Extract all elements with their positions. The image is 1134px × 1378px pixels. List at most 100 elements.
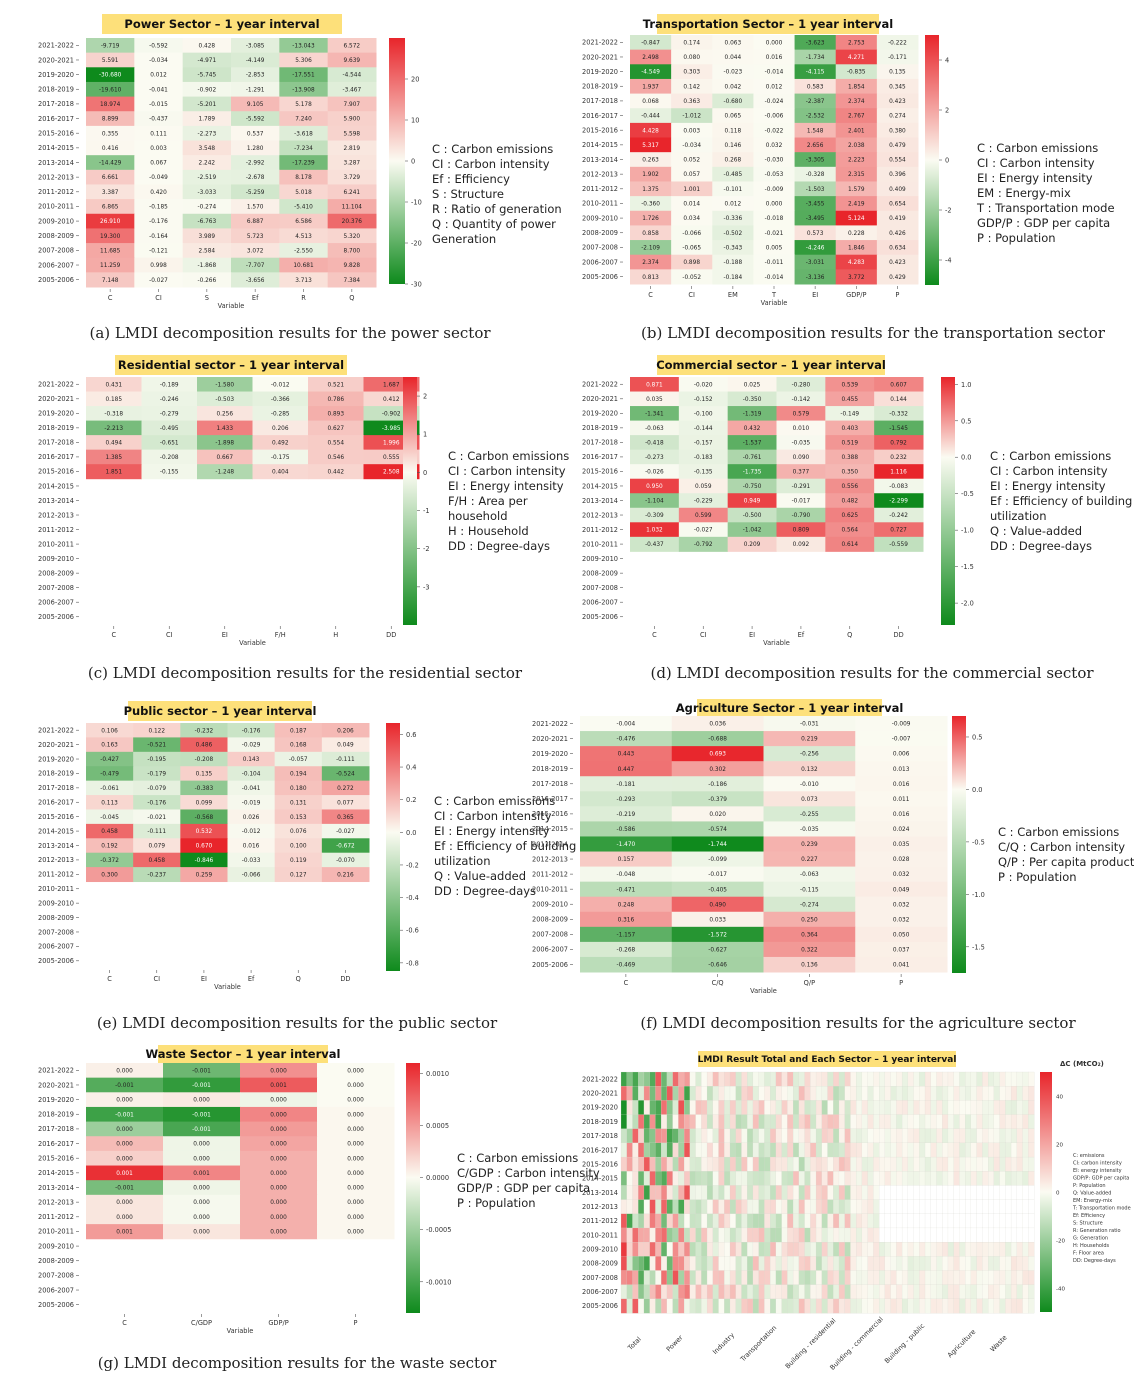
heatmap-cell	[815, 1142, 823, 1158]
cell-value: 2.038	[848, 143, 865, 149]
heatmap-cell	[953, 1071, 960, 1087]
cell-value: -0.521	[147, 743, 166, 749]
heatmap-cell	[1005, 1100, 1012, 1115]
heatmap-cell	[959, 1128, 966, 1144]
heatmap-cell	[683, 1227, 691, 1243]
heatmap-cell	[683, 1256, 691, 1271]
heatmap-cell	[1028, 1086, 1035, 1101]
cell-value: 0.013	[893, 767, 910, 773]
heatmap-cell	[884, 1114, 891, 1130]
heatmap-cell	[671, 791, 764, 807]
heatmap-cell	[133, 838, 181, 854]
row-label: 2017-2018	[582, 439, 618, 447]
cell-value: -1.580	[215, 382, 234, 388]
heatmap-cell	[741, 1242, 748, 1257]
heatmap-cell	[671, 64, 713, 80]
heatmap-cell	[671, 806, 764, 822]
row-label: 2016-2017	[532, 795, 568, 803]
heatmap-cell	[252, 377, 309, 393]
heatmap-cell	[844, 1171, 851, 1186]
cell-value: -0.111	[147, 829, 166, 835]
heatmap-cell	[274, 737, 323, 753]
heatmap-cell	[835, 122, 878, 139]
heatmap-cell	[770, 1114, 777, 1130]
heatmap-cell	[838, 1142, 846, 1158]
heatmap-cell	[741, 1270, 748, 1286]
heatmap-cell	[671, 941, 764, 958]
colorbar-tick-label: 2	[945, 107, 949, 115]
heatmap-cell	[620, 1256, 628, 1271]
heatmap-cell	[86, 1121, 164, 1137]
heatmap-cell	[672, 1227, 679, 1243]
cell-value: 0.006	[893, 752, 910, 758]
cell-value: 0.409	[889, 187, 906, 193]
heatmap-cell	[671, 761, 764, 777]
cell-value: 2.656	[807, 143, 824, 149]
heatmap-cell	[747, 1185, 754, 1200]
heatmap-cell	[626, 1100, 633, 1115]
cell-value: -0.015	[149, 102, 168, 108]
heatmap-cell	[678, 1256, 685, 1271]
heatmap-cell	[850, 1227, 857, 1243]
heatmap-cell	[873, 1199, 880, 1215]
heatmap-cell	[231, 228, 280, 244]
heatmap-cell	[317, 1224, 395, 1240]
cell-value: -1.537	[743, 440, 762, 446]
heatmap-cell	[924, 1171, 932, 1186]
heatmap-cell	[321, 737, 370, 753]
cell-value: 0.625	[841, 513, 858, 519]
heatmap-cell	[580, 716, 673, 732]
heatmap-cell	[231, 96, 280, 112]
heatmap-cell	[844, 1199, 851, 1215]
cell-value: -4.246	[806, 245, 825, 251]
heatmap-cell	[718, 1114, 725, 1130]
heatmap-cell	[678, 464, 729, 480]
heatmap-cell	[632, 1156, 639, 1172]
heatmap-cell	[763, 881, 856, 898]
cell-value: 1.385	[105, 455, 122, 461]
heatmap-cell	[876, 181, 919, 197]
heatmap-cell	[317, 1063, 395, 1079]
heatmap-cell	[976, 1242, 983, 1257]
heatmap-cell	[965, 1256, 972, 1271]
heatmap-cell	[133, 737, 181, 753]
cell-value: -0.176	[242, 728, 261, 734]
cell-value: 5.591	[102, 58, 119, 64]
heatmap-cell	[671, 896, 764, 913]
heatmap-cell	[227, 723, 276, 738]
heatmap-cell	[942, 1071, 949, 1087]
heatmap-cell	[781, 1185, 788, 1200]
cell-value: 2.819	[344, 146, 361, 152]
heatmap-cell	[86, 38, 135, 54]
heatmap-cell	[134, 184, 184, 200]
heatmap-cell	[630, 420, 680, 436]
heatmap-cell	[655, 1227, 662, 1243]
cell-value: 0.627	[327, 426, 344, 432]
cell-value: 0.364	[801, 932, 818, 938]
heatmap-cell	[821, 1256, 828, 1271]
heatmap-cell	[821, 1156, 828, 1172]
heatmap-cell	[86, 464, 142, 480]
cell-value: 0.153	[290, 815, 307, 821]
heatmap-cell	[741, 1227, 748, 1243]
cell-value: -0.019	[242, 800, 261, 806]
heatmap-cell	[1005, 1242, 1012, 1257]
cell-value: 0.599	[695, 513, 712, 519]
heatmap-cell	[993, 1071, 1000, 1087]
heatmap-cell	[227, 737, 276, 753]
heatmap-cell	[753, 196, 796, 212]
cell-value: 0.035	[893, 842, 910, 848]
heatmap-cell	[86, 823, 134, 839]
colorbar-tick-label: -1.0	[972, 891, 985, 899]
cell-value: 1.996	[383, 440, 400, 446]
heatmap-cell	[959, 1114, 966, 1130]
cell-value: -0.750	[743, 484, 762, 490]
row-label: 2020-2021	[532, 735, 568, 743]
heatmap-cell	[907, 1242, 914, 1257]
column-label: C	[108, 294, 113, 302]
cell-value: 0.011	[893, 797, 910, 803]
cell-value: 18.974	[100, 102, 121, 108]
heatmap-cell	[861, 1284, 869, 1300]
cell-value: -1.104	[645, 499, 664, 505]
heatmap-cell	[970, 1171, 978, 1186]
